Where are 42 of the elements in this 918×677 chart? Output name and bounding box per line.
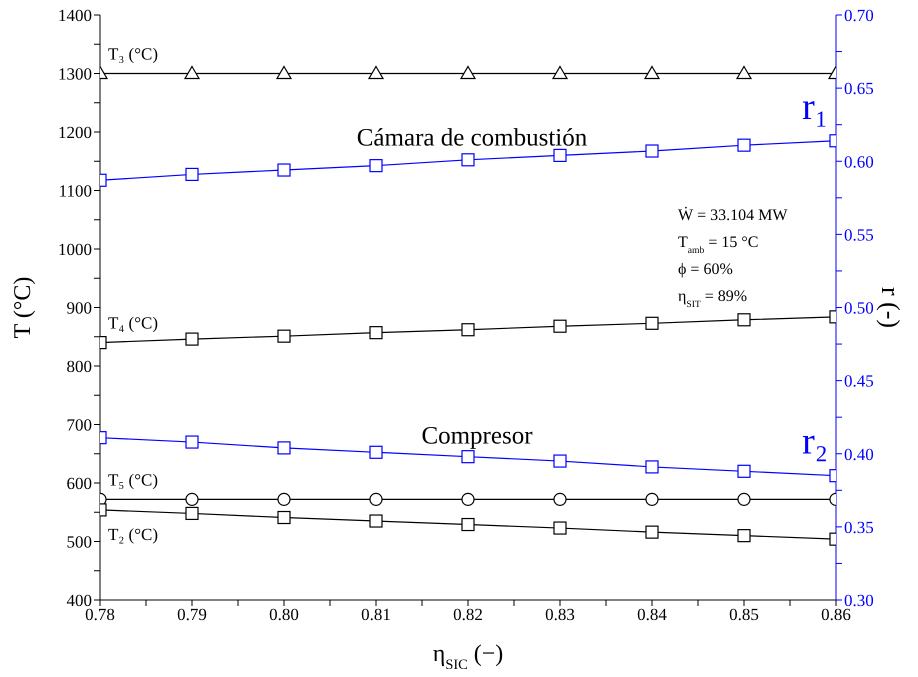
x-tick-label: 0.81 xyxy=(361,605,391,624)
y2-tick-label: 0.50 xyxy=(844,298,874,318)
legend-label: r₁ xyxy=(802,86,828,128)
x-tick-label: 0.83 xyxy=(545,605,575,624)
y-tick-label: 700 xyxy=(66,416,92,435)
annotation: Cámara de combustión xyxy=(356,124,588,152)
y-tick-label: 1200 xyxy=(58,123,92,142)
x-tick-label: 0.78 xyxy=(85,605,115,624)
annotation: Ẇ = 33.104 MW xyxy=(678,206,788,224)
y-tick-label: 1300 xyxy=(58,64,92,84)
legend-label: T₂ (°C) xyxy=(108,524,158,544)
y2-tick-label: 0.55 xyxy=(844,225,874,244)
x-axis-title: η$_{SIC}$ (−) xyxy=(432,641,504,673)
x-tick-label: 0.82 xyxy=(453,605,483,624)
y-tick-label: 1000 xyxy=(58,240,92,260)
annotation: η$_{SIT}$ = 89% xyxy=(678,288,748,310)
x-tick-label: 0.80 xyxy=(269,605,299,624)
y-tick-label: 1400 xyxy=(58,6,92,26)
legend-label: r₂ xyxy=(802,420,828,463)
legend-label: T₄ (°C) xyxy=(108,314,158,333)
y2-tick-label: 0.70 xyxy=(844,6,874,26)
y2-tick-label: 0.45 xyxy=(844,372,874,391)
x-tick-label: 0.84 xyxy=(637,605,668,624)
y-tick-label: 500 xyxy=(66,532,92,552)
y-tick-label: 600 xyxy=(66,474,92,494)
y2-tick-label: 0.65 xyxy=(844,79,874,98)
y-tick-label: 900 xyxy=(66,298,92,318)
y-tick-label: 800 xyxy=(66,357,92,376)
y-axis-title: T (°C) xyxy=(10,276,36,338)
y2-axis-title: r (-) xyxy=(876,286,905,328)
y2-tick-label: 0.60 xyxy=(844,152,874,172)
legend-label: T₃ (°C) xyxy=(108,44,158,64)
annotation: Compresor xyxy=(421,422,534,450)
x-tick-label: 0.79 xyxy=(177,605,207,624)
legend-label: T₅ (°C) xyxy=(108,470,158,490)
y2-tick-label: 0.40 xyxy=(844,444,874,464)
annotation: T$_{amb}$ = 15 °C xyxy=(678,234,758,256)
x-tick-label: 0.85 xyxy=(729,605,759,624)
x-tick-label: 0.86 xyxy=(821,605,851,624)
y2-tick-label: 0.35 xyxy=(844,518,874,537)
y-tick-label: 1100 xyxy=(58,182,92,201)
annotation: ϕ = 60% xyxy=(678,261,733,278)
